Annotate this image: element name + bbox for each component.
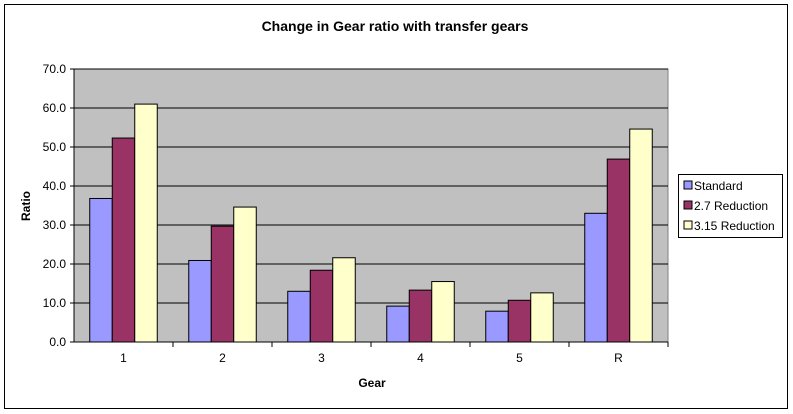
- bar: [485, 310, 509, 343]
- x-tick-label: 5: [516, 351, 523, 365]
- gridlines: [70, 68, 668, 343]
- x-axis-title: Gear: [358, 376, 386, 390]
- legend-box: [678, 174, 783, 238]
- bar: [431, 281, 455, 343]
- legend-swatch: [683, 180, 693, 190]
- bar: [89, 197, 113, 343]
- x-tick-labels: 1 2 3 4 5 R: [120, 342, 669, 365]
- y-tick-label: 40.0: [43, 179, 67, 193]
- legend-label: 3.15 Reduction: [694, 219, 775, 233]
- y-tick-label: 0.0: [49, 335, 66, 349]
- plot-area: [73, 68, 669, 343]
- x-tick-label: 1: [120, 351, 127, 365]
- legend-swatch: [683, 220, 693, 230]
- y-tick-label: 60.0: [43, 101, 67, 115]
- legend-swatch: [683, 200, 693, 210]
- legend: Standard 2.7 Reduction 3.15 Reduction: [678, 174, 783, 238]
- x-tick-label: R: [614, 351, 623, 365]
- bar: [629, 128, 653, 343]
- bar: [530, 292, 554, 343]
- chart-title: Change in Gear ratio with transfer gears: [262, 18, 529, 34]
- bar: [210, 225, 235, 343]
- bars: [89, 103, 653, 343]
- y-tick-label: 20.0: [43, 257, 67, 271]
- y-tick-label: 70.0: [43, 62, 67, 76]
- bar: [233, 206, 257, 343]
- legend-label: 2.7 Reduction: [694, 199, 768, 213]
- bar: [386, 305, 410, 343]
- legend-label: Standard: [694, 179, 743, 193]
- bar: [287, 290, 311, 343]
- bar: [606, 158, 631, 343]
- y-tick-label: 10.0: [43, 296, 67, 310]
- legend-items: Standard 2.7 Reduction 3.15 Reduction: [683, 179, 775, 233]
- x-tick-label: 2: [219, 351, 226, 365]
- bar: [111, 137, 136, 343]
- y-tick-labels: 0.0 10.0 20.0 30.0 40.0 50.0 60.0 70.0: [43, 62, 67, 349]
- x-tick-label: 3: [318, 351, 325, 365]
- bar: [507, 299, 532, 343]
- bar: [134, 103, 158, 343]
- x-tick-label: 4: [417, 351, 424, 365]
- bar: [584, 212, 608, 343]
- y-tick-label: 50.0: [43, 140, 67, 154]
- y-tick-label: 30.0: [43, 218, 67, 232]
- bar: [188, 259, 212, 343]
- bar: [309, 269, 334, 343]
- y-axis-title: Ratio: [19, 191, 33, 221]
- bar: [408, 289, 433, 343]
- bar: [332, 257, 356, 343]
